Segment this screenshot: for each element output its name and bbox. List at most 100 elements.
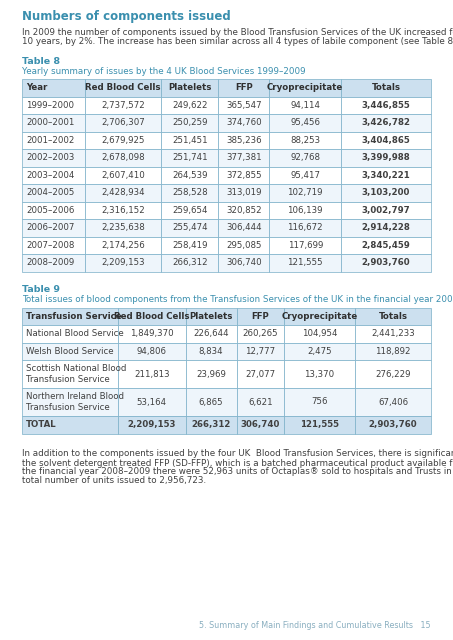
Text: 95,456: 95,456 xyxy=(290,118,320,127)
Text: 249,622: 249,622 xyxy=(172,100,207,109)
Text: 266,312: 266,312 xyxy=(192,420,231,429)
Text: 211,813: 211,813 xyxy=(134,369,170,378)
Bar xyxy=(22,114,86,131)
Bar xyxy=(86,254,161,271)
Text: 2,428,934: 2,428,934 xyxy=(101,188,145,197)
Text: 377,381: 377,381 xyxy=(226,153,262,163)
Text: 8,834: 8,834 xyxy=(199,347,223,356)
Bar xyxy=(355,360,431,388)
Text: Scottish National Blood
Transfusion Service: Scottish National Blood Transfusion Serv… xyxy=(26,364,126,384)
Text: 3,404,865: 3,404,865 xyxy=(361,136,410,145)
Bar xyxy=(186,416,237,433)
Bar xyxy=(186,307,237,325)
Bar xyxy=(186,360,237,388)
Bar xyxy=(355,388,431,416)
Text: 2007–2008: 2007–2008 xyxy=(26,241,74,250)
Bar xyxy=(218,166,270,184)
Bar xyxy=(270,97,341,114)
Text: 118,892: 118,892 xyxy=(376,347,411,356)
Text: Platelets: Platelets xyxy=(189,312,233,321)
Text: 2003–2004: 2003–2004 xyxy=(26,171,74,180)
Text: 23,969: 23,969 xyxy=(196,369,226,378)
Bar xyxy=(284,388,355,416)
Bar xyxy=(86,114,161,131)
Bar xyxy=(22,237,86,254)
Bar xyxy=(355,342,431,360)
Bar xyxy=(86,79,161,97)
Bar xyxy=(161,79,218,97)
Text: 2000–2001: 2000–2001 xyxy=(26,118,74,127)
Text: 306,444: 306,444 xyxy=(226,223,262,232)
Bar xyxy=(237,325,284,342)
Bar xyxy=(118,388,186,416)
Bar xyxy=(22,325,118,342)
Bar xyxy=(218,202,270,219)
Text: 117,699: 117,699 xyxy=(288,241,323,250)
Bar xyxy=(270,149,341,166)
Text: 306,740: 306,740 xyxy=(226,259,262,268)
Text: 372,855: 372,855 xyxy=(226,171,262,180)
Text: In addition to the components issued by the four UK  Blood Transfusion Services,: In addition to the components issued by … xyxy=(22,449,453,458)
Text: 264,539: 264,539 xyxy=(172,171,207,180)
Bar xyxy=(341,131,431,149)
Text: Numbers of components issued: Numbers of components issued xyxy=(22,10,231,23)
Bar xyxy=(22,184,86,202)
Text: Red Blood Cells: Red Blood Cells xyxy=(86,83,161,92)
Text: Welsh Blood Service: Welsh Blood Service xyxy=(26,347,114,356)
Text: 2004–2005: 2004–2005 xyxy=(26,188,74,197)
Bar xyxy=(161,149,218,166)
Bar xyxy=(341,219,431,237)
Bar xyxy=(218,254,270,271)
Text: 3,340,221: 3,340,221 xyxy=(361,171,410,180)
Bar xyxy=(118,342,186,360)
Bar xyxy=(22,131,86,149)
Bar xyxy=(237,307,284,325)
Text: 258,419: 258,419 xyxy=(172,241,207,250)
Bar xyxy=(218,237,270,254)
Text: 121,555: 121,555 xyxy=(287,259,323,268)
Text: 67,406: 67,406 xyxy=(378,397,408,406)
Text: Northern Ireland Blood
Transfusion Service: Northern Ireland Blood Transfusion Servi… xyxy=(26,392,124,412)
Text: 2001–2002: 2001–2002 xyxy=(26,136,74,145)
Bar xyxy=(218,79,270,97)
Text: Yearly summary of issues by the 4 UK Blood Services 1999–2009: Yearly summary of issues by the 4 UK Blo… xyxy=(22,67,306,76)
Bar xyxy=(355,325,431,342)
Bar xyxy=(22,360,118,388)
Bar xyxy=(161,114,218,131)
Text: Cryoprecipitate: Cryoprecipitate xyxy=(281,312,358,321)
Bar xyxy=(341,184,431,202)
Bar xyxy=(270,79,341,97)
Bar xyxy=(22,388,118,416)
Text: Transfusion Service: Transfusion Service xyxy=(26,312,121,321)
Bar xyxy=(218,131,270,149)
Text: 94,114: 94,114 xyxy=(290,100,320,109)
Bar xyxy=(22,219,86,237)
Bar xyxy=(22,202,86,219)
Text: 2,475: 2,475 xyxy=(307,347,332,356)
Text: 295,085: 295,085 xyxy=(226,241,262,250)
Text: 2,209,153: 2,209,153 xyxy=(101,259,145,268)
Bar xyxy=(341,202,431,219)
Text: the financial year 2008–2009 there were 52,963 units of Octaplas® sold to hospit: the financial year 2008–2009 there were … xyxy=(22,467,453,477)
Text: Total issues of blood components from the Transfusion Services of the UK in the : Total issues of blood components from th… xyxy=(22,296,453,305)
Text: 2,903,760: 2,903,760 xyxy=(369,420,418,429)
Bar xyxy=(270,131,341,149)
Bar xyxy=(22,149,86,166)
Bar xyxy=(22,79,86,97)
Bar xyxy=(218,219,270,237)
Text: 251,741: 251,741 xyxy=(172,153,207,163)
Text: 94,806: 94,806 xyxy=(137,347,167,356)
Bar xyxy=(270,237,341,254)
Bar xyxy=(186,388,237,416)
Bar xyxy=(161,202,218,219)
Text: total number of units issued to 2,956,723.: total number of units issued to 2,956,72… xyxy=(22,477,206,486)
Text: 88,253: 88,253 xyxy=(290,136,320,145)
Text: Red Blood Cells: Red Blood Cells xyxy=(114,312,190,321)
Text: 10 years, by 2%. The increase has been similar across all 4 types of labile comp: 10 years, by 2%. The increase has been s… xyxy=(22,37,453,46)
Text: 95,417: 95,417 xyxy=(290,171,320,180)
Bar xyxy=(86,237,161,254)
Text: 2,174,256: 2,174,256 xyxy=(101,241,145,250)
Text: 756: 756 xyxy=(311,397,328,406)
Bar xyxy=(161,131,218,149)
Text: 12,777: 12,777 xyxy=(245,347,275,356)
